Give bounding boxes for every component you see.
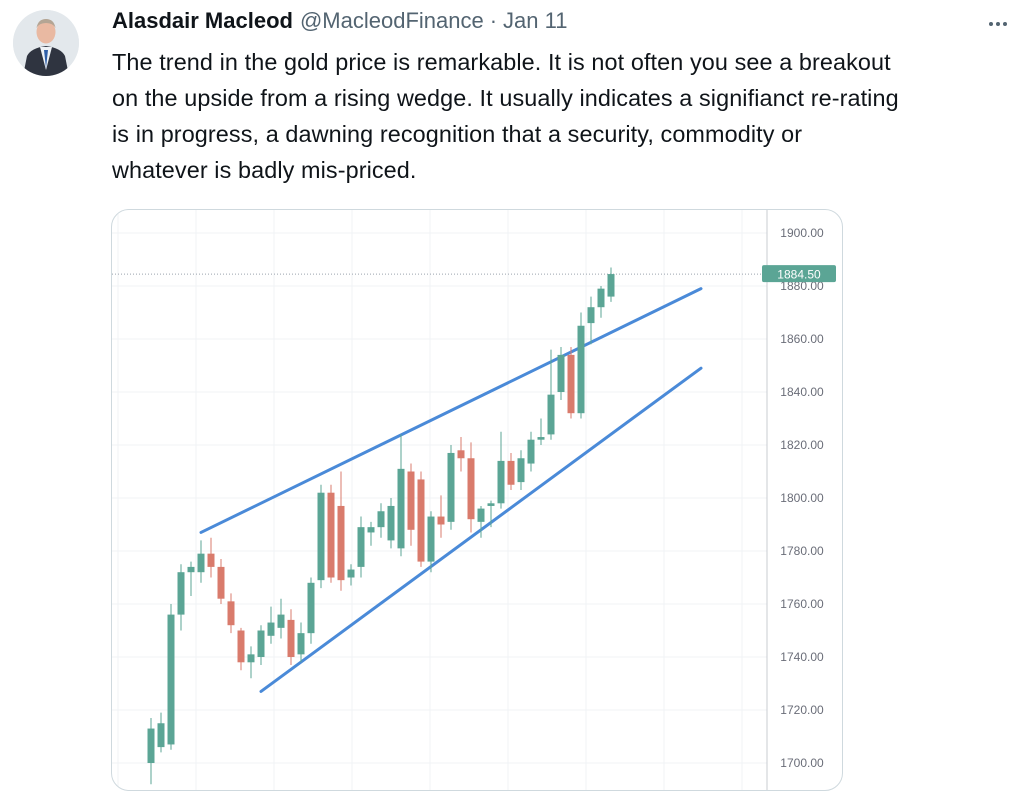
y-axis-tick-label: 1820.00: [780, 438, 824, 452]
candle-body: [607, 274, 615, 297]
candle-body: [437, 516, 445, 525]
candle-body: [577, 325, 585, 414]
author-handle[interactable]: @MacleodFinance: [299, 8, 484, 33]
author-avatar[interactable]: [13, 10, 79, 76]
candle-body: [207, 553, 215, 567]
candle-body: [247, 654, 255, 663]
candle-body: [367, 527, 375, 533]
tweet-header: Alasdair Macleod @MacleodFinance · Jan 1…: [112, 8, 567, 38]
gold-price-candlestick-chart: 1900.00 1880.00 1860.00 1840.00 1820.00 1800.…: [112, 210, 836, 790]
candle-body: [147, 728, 155, 763]
candle-body: [297, 633, 305, 655]
candle-body: [357, 527, 365, 567]
candle-body: [427, 516, 435, 562]
tweet-text-line: The trend in the gold price is remarkabl…: [112, 49, 891, 75]
candle-body: [567, 354, 575, 414]
candle-body: [227, 601, 235, 626]
last-price-badge: [762, 265, 836, 283]
y-axis-tick-label: 1800.00: [780, 491, 824, 505]
candle-body: [277, 614, 285, 628]
more-dot: [989, 22, 993, 26]
candle-body: [417, 479, 425, 562]
y-axis-tick-label: 1720.00: [780, 703, 824, 717]
tweet-text-line: on the upside from a rising wedge. It us…: [112, 85, 899, 111]
y-axis-tick-label: 1700.00: [780, 756, 824, 770]
candle-body: [507, 460, 515, 485]
candle-body: [537, 437, 545, 440]
candle-body: [257, 630, 265, 657]
y-axis-tick-label: 1780.00: [780, 544, 824, 558]
more-dot: [1003, 22, 1007, 26]
candle-body: [267, 622, 275, 636]
candle-body: [557, 354, 565, 392]
more-horizontal-icon[interactable]: [984, 14, 1012, 34]
author-name[interactable]: Alasdair Macleod: [112, 8, 293, 33]
candle-body: [237, 630, 245, 663]
y-axis-tick-label: 1740.00: [780, 650, 824, 664]
candle-body: [337, 505, 345, 581]
y-axis-tick-label: 1860.00: [780, 332, 824, 346]
tweet-text-line: whatever is badly mis-priced.: [112, 157, 417, 183]
candle-body: [217, 566, 225, 599]
candle-body: [377, 511, 385, 528]
candle-body: [497, 460, 505, 504]
candle-body: [597, 288, 605, 308]
candle-body: [467, 458, 475, 520]
trendline-upper: [199, 287, 703, 534]
candle-body: [187, 566, 195, 573]
candle-body: [307, 582, 315, 634]
tweet-text-line: is in progress, a dawning recognition th…: [112, 121, 803, 147]
candle-body: [547, 394, 555, 435]
candle-body: [407, 471, 415, 530]
tweet-text: The trend in the gold price is remarkabl…: [112, 44, 1017, 188]
candle-body: [327, 492, 335, 578]
candle-body: [177, 572, 185, 615]
candle-body: [317, 492, 325, 581]
candle-body: [197, 553, 205, 573]
candle-body: [477, 508, 485, 522]
y-axis-tick-label: 1760.00: [780, 597, 824, 611]
candle-body: [457, 450, 465, 459]
candle-body: [447, 452, 455, 522]
y-axis-tick-label: 1880.00: [780, 279, 824, 293]
candle-body: [487, 503, 495, 506]
candle-body: [167, 614, 175, 745]
last-price-label: 1884.50: [777, 268, 821, 282]
tweet-date[interactable]: Jan 11: [503, 8, 568, 33]
avatar-image: [13, 10, 79, 76]
tweet-media-card[interactable]: 1900.00 1880.00 1860.00 1840.00 1820.00 1800.…: [111, 209, 843, 791]
candle-body: [347, 569, 355, 578]
candle-body: [517, 458, 525, 483]
more-dot: [996, 22, 1000, 26]
y-axis-tick-label: 1900.00: [780, 226, 824, 240]
candle-body: [527, 439, 535, 464]
candle-body: [157, 723, 165, 748]
candle-body: [287, 619, 295, 657]
candle-body: [397, 468, 405, 549]
candle-body: [387, 505, 395, 541]
y-axis-tick-label: 1840.00: [780, 385, 824, 399]
header-separator: ·: [489, 8, 498, 33]
candle-body: [587, 307, 595, 324]
